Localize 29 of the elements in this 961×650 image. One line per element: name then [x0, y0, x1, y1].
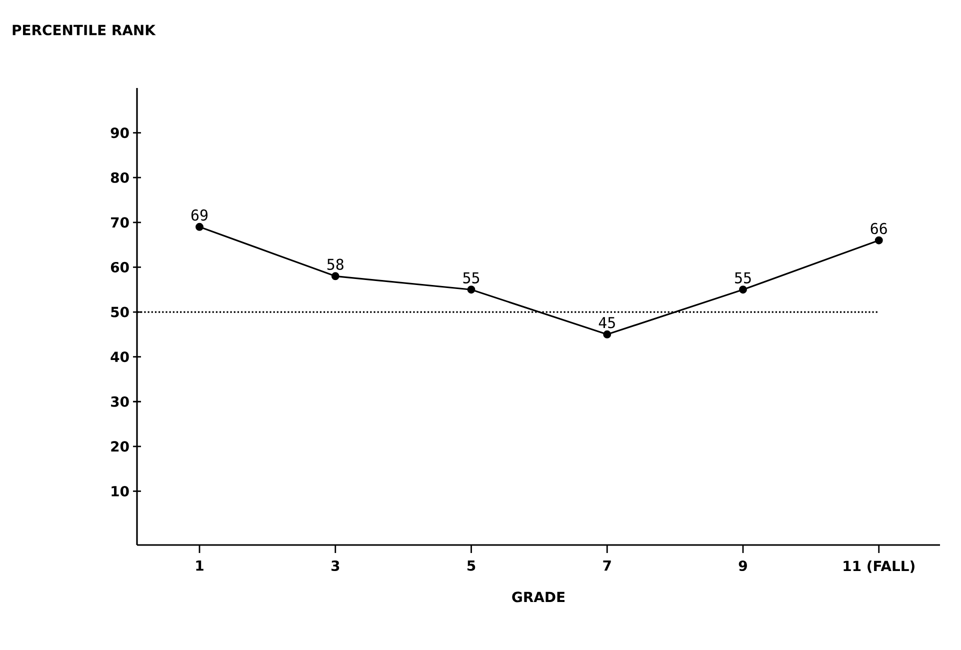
data-label: 45 — [598, 317, 615, 328]
data-label: 55 — [735, 272, 751, 284]
point — [739, 286, 747, 294]
data-label: 66 — [870, 222, 887, 234]
data-label: 58 — [327, 258, 344, 270]
x-tick-label: 9 — [738, 560, 747, 572]
point — [196, 222, 204, 231]
y-tick-label: 30 — [111, 396, 129, 407]
y-tick-label: 90 — [110, 128, 129, 138]
y-tick-label: 40 — [110, 352, 129, 362]
point — [467, 286, 476, 294]
y-tick-label: 20 — [111, 441, 129, 452]
point — [603, 330, 612, 338]
y-tick-label: 50 — [111, 306, 129, 318]
x-axis-title: GRADE — [512, 592, 565, 602]
point — [331, 272, 340, 280]
point — [874, 236, 883, 244]
y-tick-label: 60 — [110, 262, 129, 272]
y-tick-label: 80 — [110, 172, 129, 183]
x-tick-label: 11 (FALL) — [844, 560, 914, 573]
data-label: 55 — [463, 272, 480, 284]
x-tick-label: 3 — [331, 560, 340, 572]
data-label: 69 — [191, 209, 208, 221]
x-tick-label: 7 — [603, 560, 611, 571]
x-tick-label: 5 — [467, 560, 476, 571]
y-tick-label: 70 — [111, 217, 129, 228]
y-tick-label: 10 — [112, 486, 129, 497]
y-axis-title: PERCENTILE RANK — [12, 24, 156, 36]
x-tick-label: 1 — [196, 560, 204, 571]
